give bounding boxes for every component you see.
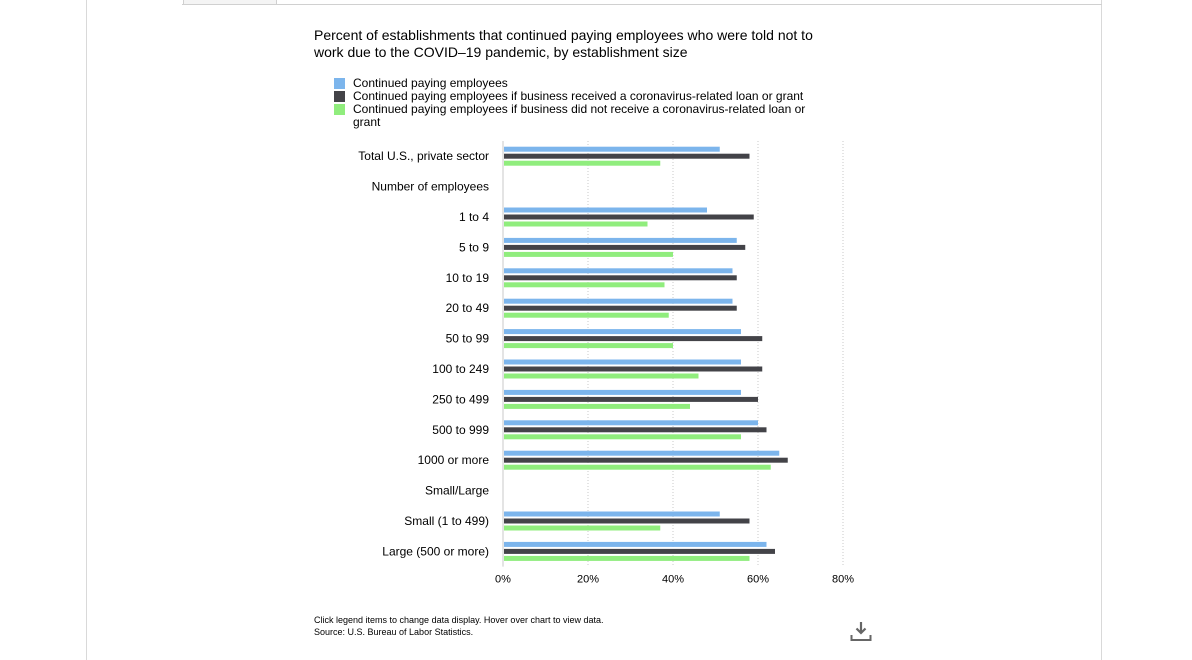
bar[interactable]: [504, 366, 763, 372]
category-label: 10 to 19: [446, 271, 490, 285]
bar[interactable]: [504, 160, 661, 166]
bar[interactable]: [504, 511, 720, 517]
legend-label-series-1: Continued paying employees: [353, 76, 508, 90]
chart-source: Source: U.S. Bureau of Labor Statistics.: [314, 627, 474, 637]
bar-chart-plot[interactable]: 0% 20% 40% 60% 80% Total U.S., private sector…: [0, 0, 1192, 645]
legend-item-series-1[interactable]: Continued paying employees: [334, 77, 824, 90]
x-tick-label: 0%: [495, 574, 511, 586]
category-label: 1 to 4: [459, 210, 489, 224]
legend-label-series-2: Continued paying employees if business r…: [353, 89, 804, 103]
x-tick-label: 60%: [747, 574, 769, 586]
chart-instructions: Click legend items to change data displa…: [314, 615, 604, 625]
bar[interactable]: [504, 420, 758, 426]
page-frame: [86, 0, 1102, 660]
bar[interactable]: [504, 312, 669, 318]
bar[interactable]: [504, 343, 673, 349]
bar[interactable]: [504, 389, 741, 395]
bar[interactable]: [504, 373, 699, 379]
bar[interactable]: [504, 221, 648, 227]
bar[interactable]: [504, 268, 733, 274]
legend-item-series-3[interactable]: Continued paying employees if business d…: [334, 103, 824, 129]
bar[interactable]: [504, 305, 737, 311]
bar[interactable]: [504, 359, 741, 365]
legend-swatch-series-3: [334, 104, 345, 115]
bar[interactable]: [504, 282, 665, 288]
bar[interactable]: [504, 207, 707, 213]
legend-swatch-series-1: [334, 78, 345, 89]
bar[interactable]: [504, 237, 737, 243]
download-button[interactable]: [850, 620, 872, 642]
category-label: Total U.S., private sector: [358, 149, 489, 163]
category-label: Number of employees: [372, 180, 489, 194]
chart-legend: Continued paying employees Continued pay…: [334, 77, 824, 129]
category-label: Large (500 or more): [382, 544, 489, 558]
category-label: 5 to 9: [459, 240, 489, 254]
bar[interactable]: [504, 555, 750, 561]
x-tick-label: 20%: [577, 574, 599, 586]
download-icon: [850, 622, 872, 641]
bar[interactable]: [504, 525, 661, 531]
x-tick-label: 40%: [662, 574, 684, 586]
bar[interactable]: [504, 146, 720, 152]
category-label: 500 to 999: [432, 423, 489, 437]
bar[interactable]: [504, 396, 758, 402]
bar[interactable]: [504, 434, 741, 440]
bar[interactable]: [504, 403, 690, 409]
bar[interactable]: [504, 464, 771, 470]
category-label: Small/Large: [425, 484, 489, 498]
bar[interactable]: [504, 427, 767, 433]
category-label: 1000 or more: [418, 453, 490, 467]
legend-item-series-2[interactable]: Continued paying employees if business r…: [334, 90, 824, 103]
top-divider: [182, 4, 1102, 5]
bar[interactable]: [504, 329, 741, 335]
bar[interactable]: [504, 244, 746, 250]
category-label: 100 to 249: [432, 362, 489, 376]
bar[interactable]: [504, 548, 775, 554]
bar[interactable]: [504, 298, 733, 304]
bar[interactable]: [504, 153, 750, 159]
bar[interactable]: [504, 450, 780, 456]
category-label: 20 to 49: [446, 301, 490, 315]
bar[interactable]: [504, 251, 673, 257]
bar[interactable]: [504, 518, 750, 524]
chart-footer: Click legend items to change data displa…: [314, 614, 603, 638]
bar[interactable]: [504, 541, 767, 547]
bar[interactable]: [504, 457, 788, 463]
tab-stub: [183, 0, 277, 5]
bar[interactable]: [504, 214, 754, 220]
category-label: 50 to 99: [446, 332, 490, 346]
category-label: 250 to 499: [432, 392, 489, 406]
legend-swatch-series-2: [334, 91, 345, 102]
legend-label-series-3: Continued paying employees if business d…: [353, 102, 806, 129]
bar[interactable]: [504, 275, 737, 281]
x-tick-label: 80%: [832, 574, 854, 586]
chart-title: Percent of establishments that continued…: [314, 27, 813, 60]
bar[interactable]: [504, 336, 763, 342]
category-label: Small (1 to 499): [404, 514, 489, 528]
